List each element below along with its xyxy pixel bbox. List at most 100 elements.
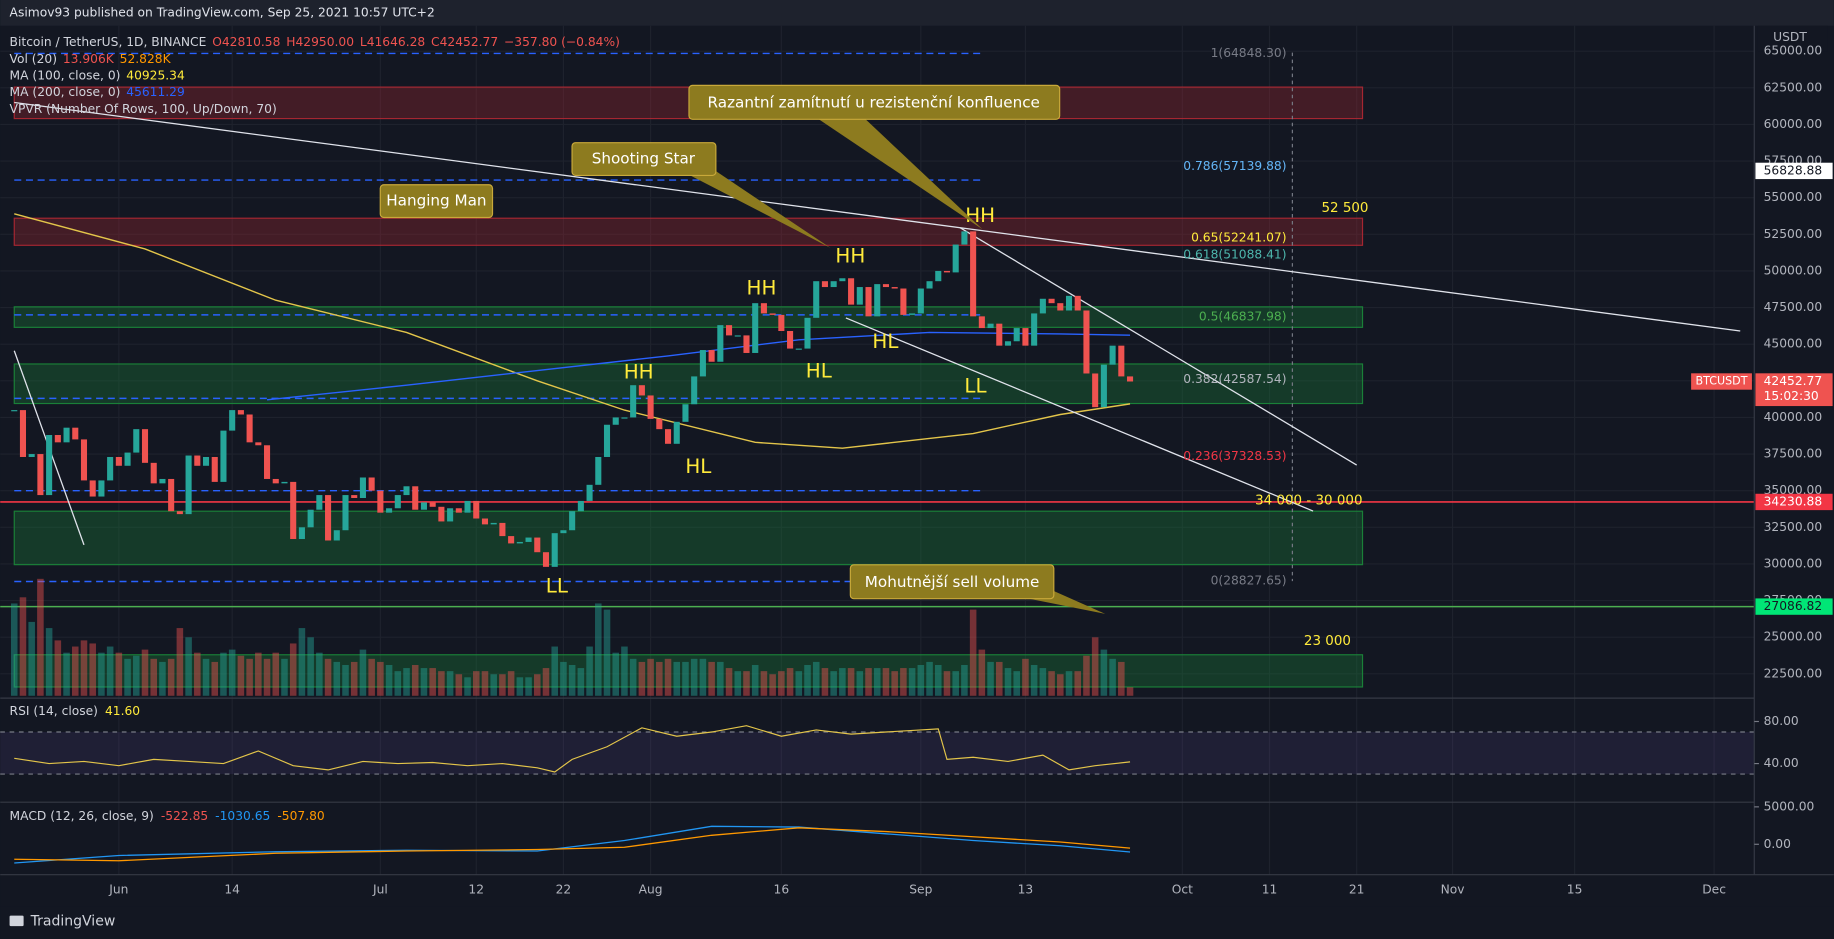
candle-body (630, 385, 637, 418)
pattern-label: HH (965, 204, 995, 227)
y-tick-label: 50000.00 (1764, 263, 1823, 277)
volume-bar (560, 661, 567, 696)
callout-text: Razantní zamítnutí u rezistenční konflue… (708, 93, 1040, 111)
candle-body (708, 350, 715, 362)
y-tick-label: 37500.00 (1764, 447, 1823, 461)
pattern-label: HH (624, 361, 654, 384)
volume-bar (1048, 671, 1055, 696)
y-tick-label: 65000.00 (1764, 44, 1823, 58)
volume-bar (429, 668, 436, 696)
candle-body (80, 439, 88, 481)
x-tick-label: 11 (1262, 882, 1278, 896)
candle-body (107, 456, 114, 481)
volume-bar (324, 658, 332, 696)
candle-body (464, 500, 471, 513)
volume-bar (638, 661, 646, 696)
pattern-label: HL (806, 359, 832, 382)
callout-text: Mohutnější sell volume (865, 573, 1040, 591)
volume-bar (900, 668, 907, 696)
volume-bar (917, 664, 925, 696)
rsi-band (0, 732, 1755, 775)
volume-bar (1100, 649, 1108, 696)
candle-body (743, 335, 750, 353)
volume-bar (987, 661, 994, 696)
volume-bar (202, 658, 210, 696)
fib-label: 0.5(46837.98) (1199, 310, 1287, 324)
candle-body (98, 480, 105, 497)
candle-body (909, 313, 916, 315)
candle-body (28, 454, 35, 457)
fib-label: 1(64848.30) (1211, 46, 1287, 60)
candle-body (978, 316, 985, 329)
volume-bar (385, 664, 393, 696)
volume-bar (673, 661, 681, 696)
x-tick-label: Aug (639, 882, 663, 896)
legend: RSI (14, close) 41.60 MACD (12, 26, close,… (10, 35, 620, 823)
rsi-line (14, 725, 1131, 773)
candle-body (63, 427, 70, 443)
zone-label: 52 500 (1321, 201, 1368, 216)
candle-body (821, 281, 828, 288)
callout-text: Shooting Star (592, 150, 696, 168)
candle-body (316, 495, 323, 510)
price-marker (1755, 162, 1833, 180)
moving-average (14, 213, 1131, 449)
candle-body (647, 395, 654, 419)
volume-bar (490, 674, 497, 696)
macd-title: MACD (12, 26, close, 9) (10, 809, 154, 823)
volume-bar (368, 658, 375, 696)
pattern-label: HH (747, 276, 777, 299)
candle-body (1074, 295, 1081, 311)
volume-bar (943, 671, 951, 696)
volume-bar (464, 677, 471, 696)
legend-value: O42810.58 (212, 35, 280, 49)
candle-body (124, 452, 131, 466)
logo (9, 915, 24, 927)
volume-bar (455, 674, 463, 696)
price-marker-label: 56828.88 (1764, 163, 1823, 177)
callout: Razantní zamítnutí u rezistenční konflue… (688, 84, 1061, 230)
x-tick-label: 15 (1567, 882, 1583, 896)
rsi-tick-label: 80.00 (1764, 714, 1799, 728)
candle-body (1065, 295, 1073, 311)
unit-box (1757, 25, 1828, 52)
volume-bar (534, 674, 541, 696)
volume-bar (595, 603, 602, 696)
candle-body (586, 484, 593, 501)
candle-body (656, 418, 663, 430)
volume-bar (1118, 661, 1125, 696)
macd-value: -522.85 (161, 809, 208, 823)
volume-bar (821, 668, 829, 696)
candle-body (1022, 328, 1029, 346)
volume-bar (333, 661, 341, 696)
candle-body (1083, 310, 1090, 374)
candle-body (377, 490, 384, 513)
x-tick-label: 14 (224, 882, 240, 896)
zone-label: 34 000 - 30 000 (1255, 493, 1362, 508)
volume-bar (978, 649, 986, 696)
plot (0, 101, 1755, 864)
candle-body (1126, 376, 1134, 382)
x-tick-label: Jul (372, 882, 388, 896)
callout: Hanging Man (379, 184, 747, 291)
candle-body (211, 456, 218, 482)
volume-bar (621, 646, 628, 696)
volume-bar (133, 655, 140, 696)
candle-body (133, 429, 140, 453)
volume-bar (1057, 674, 1064, 696)
volume-bar (411, 664, 419, 696)
legend-value: L41646.28 (360, 35, 425, 49)
legend-value: 52.828K (120, 51, 172, 65)
volume-bar (228, 649, 236, 696)
volume-bar (211, 661, 219, 696)
volume-bar (194, 652, 201, 696)
volume-bar (150, 658, 157, 696)
candle-body (734, 335, 741, 337)
volume-bar (717, 661, 724, 696)
legend-value: 40925.34 (126, 68, 185, 82)
volume-bar (307, 637, 314, 696)
volume-bar (778, 671, 785, 696)
candle-body (159, 478, 166, 484)
macd-value: -507.80 (277, 809, 324, 823)
